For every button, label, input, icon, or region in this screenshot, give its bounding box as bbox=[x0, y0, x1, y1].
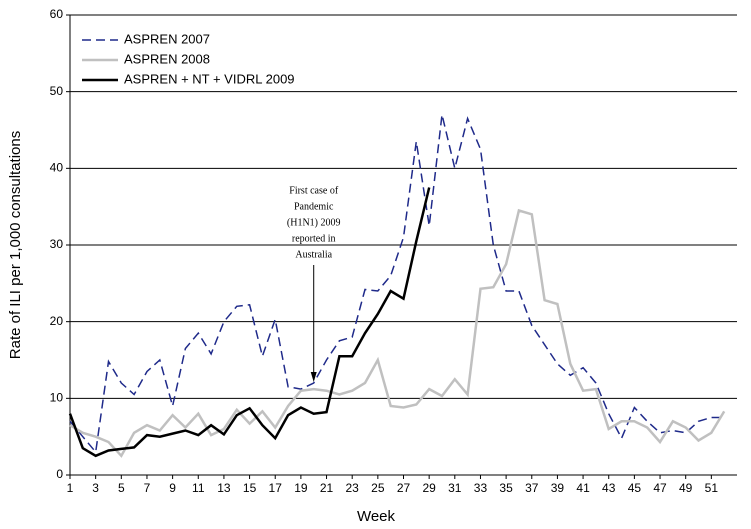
annotation-text: Pandemic bbox=[294, 201, 334, 212]
y-tick-label: 20 bbox=[50, 314, 64, 328]
x-tick-label: 17 bbox=[269, 481, 283, 495]
x-tick-label: 47 bbox=[653, 481, 667, 495]
x-tick-label: 19 bbox=[294, 481, 308, 495]
x-tick-label: 29 bbox=[422, 481, 436, 495]
x-tick-label: 41 bbox=[576, 481, 590, 495]
x-tick-label: 35 bbox=[499, 481, 513, 495]
annotation-text: Australia bbox=[295, 249, 332, 260]
x-tick-label: 9 bbox=[169, 481, 176, 495]
y-axis-label: Rate of ILI per 1,000 consultations bbox=[7, 131, 24, 359]
legend-label: ASPREN 2007 bbox=[124, 31, 210, 46]
x-tick-label: 3 bbox=[92, 481, 99, 495]
series-line bbox=[68, 187, 431, 458]
y-tick-label: 50 bbox=[50, 84, 64, 98]
series-line bbox=[69, 208, 726, 458]
annotation-text: (H1N1) 2009 bbox=[287, 217, 341, 228]
x-tick-label: 15 bbox=[243, 481, 257, 495]
x-tick-label: 33 bbox=[474, 481, 488, 495]
annotation-text: reported in bbox=[292, 233, 336, 244]
annotation-arrowhead bbox=[310, 372, 317, 382]
annotation-text: First case of bbox=[289, 185, 339, 196]
x-tick-label: 43 bbox=[602, 481, 616, 495]
x-tick-label: 25 bbox=[371, 481, 385, 495]
x-tick-label: 21 bbox=[320, 481, 334, 495]
x-axis-label: Week bbox=[357, 508, 396, 525]
x-tick-label: 51 bbox=[705, 481, 719, 495]
x-tick-label: 27 bbox=[397, 481, 411, 495]
x-tick-label: 5 bbox=[118, 481, 125, 495]
y-tick-label: 10 bbox=[50, 391, 64, 405]
legend-label: ASPREN 2008 bbox=[124, 51, 210, 66]
x-tick-label: 11 bbox=[192, 481, 205, 495]
x-tick-label: 39 bbox=[551, 481, 565, 495]
x-tick-label: 23 bbox=[346, 481, 360, 495]
x-tick-label: 37 bbox=[525, 481, 539, 495]
x-tick-label: 7 bbox=[144, 481, 151, 495]
series-line bbox=[69, 114, 725, 454]
x-tick-label: 45 bbox=[628, 481, 642, 495]
y-tick-label: 60 bbox=[50, 7, 64, 21]
x-tick-label: 1 bbox=[67, 481, 74, 495]
x-tick-label: 49 bbox=[679, 481, 693, 495]
y-tick-label: 30 bbox=[50, 237, 64, 251]
y-tick-label: 0 bbox=[56, 467, 63, 481]
x-tick-label: 31 bbox=[448, 481, 462, 495]
x-tick-label: 13 bbox=[217, 481, 231, 495]
legend-label: ASPREN + NT + VIDRL 2009 bbox=[124, 71, 295, 86]
y-tick-label: 40 bbox=[50, 161, 64, 175]
